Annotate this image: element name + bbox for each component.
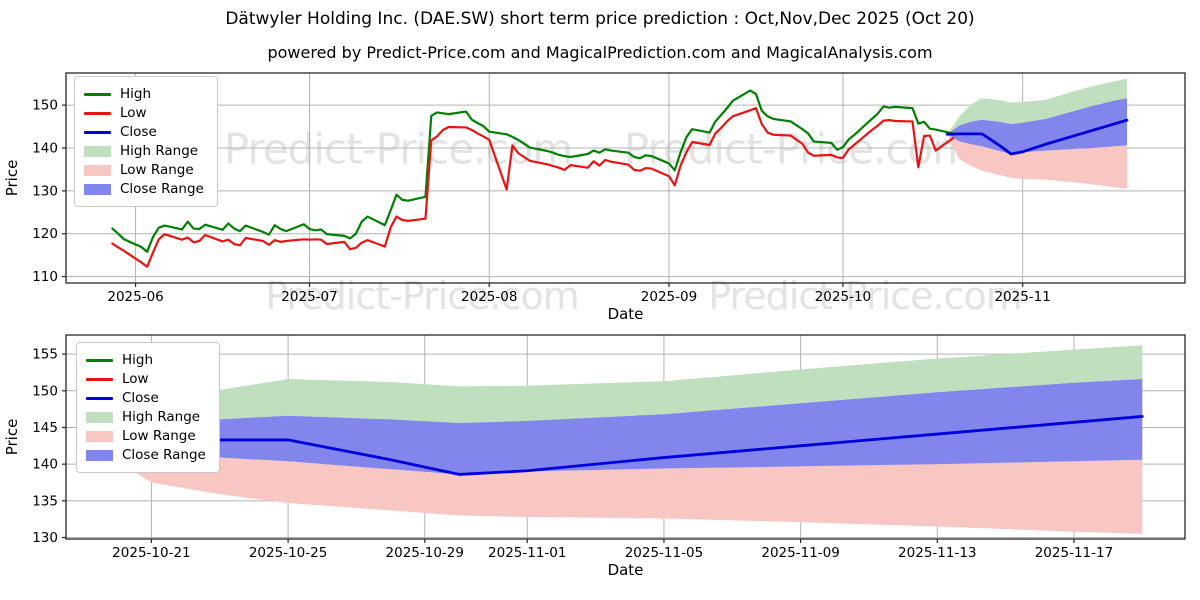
legend-line-sample [84, 92, 111, 96]
watermark-text: Predict-Price.com [265, 274, 580, 318]
svg-text:2025-11-17: 2025-11-17 [1035, 545, 1113, 561]
svg-text:130: 130 [32, 530, 58, 546]
svg-text:140: 140 [32, 141, 58, 157]
legend-item: Close [84, 124, 204, 140]
legend-label: High [122, 352, 154, 368]
legend-item: High [86, 352, 206, 368]
svg-text:Date: Date [608, 561, 644, 579]
chart-title: Dätwyler Holding Inc. (DAE.SW) short ter… [225, 9, 975, 29]
svg-text:2025-10: 2025-10 [815, 289, 871, 305]
legend-item: Low Range [86, 428, 206, 444]
chart-subtitle: powered by Predict-Price.com and Magical… [267, 43, 933, 62]
svg-text:155: 155 [32, 347, 58, 363]
svg-text:2025-11-13: 2025-11-13 [898, 545, 976, 561]
legend-line-sample [86, 377, 113, 381]
svg-text:2025-10-29: 2025-10-29 [386, 545, 464, 561]
svg-text:140: 140 [32, 457, 58, 473]
legend-top-chart: High Low Close High Range Low Range Close Ran… [74, 76, 218, 207]
legend-label: High Range [120, 143, 199, 159]
legend-patch-sample [84, 145, 111, 157]
legend-item: Close Range [84, 181, 204, 197]
legend-patch-sample [86, 449, 113, 461]
legend-label: Low Range [122, 428, 196, 444]
legend-label: Close Range [122, 447, 206, 463]
legend-label: Low [120, 105, 147, 121]
svg-text:Price: Price [3, 419, 21, 456]
legend-item: Low Range [84, 162, 204, 178]
svg-text:2025-08: 2025-08 [461, 289, 517, 305]
svg-text:Price: Price [3, 160, 21, 197]
legend-line-sample [84, 111, 111, 115]
legend-item: High Range [86, 409, 206, 425]
legend-line-sample [86, 358, 113, 362]
svg-text:130: 130 [32, 183, 58, 199]
svg-text:2025-07: 2025-07 [281, 289, 337, 305]
legend-item: High Range [84, 143, 204, 159]
svg-text:110: 110 [32, 269, 58, 285]
watermark-text: Predict-Price.com [708, 274, 1023, 318]
legend-item: High [84, 86, 204, 102]
legend-patch-sample [84, 183, 111, 195]
legend-patch-sample [84, 164, 111, 176]
legend-item: Low [84, 105, 204, 121]
svg-text:120: 120 [32, 226, 58, 242]
legend-line-sample [86, 396, 113, 400]
legend-item: Close Range [86, 447, 206, 463]
svg-text:2025-09: 2025-09 [641, 289, 697, 305]
svg-text:2025-11-09: 2025-11-09 [761, 545, 839, 561]
legend-patch-sample [86, 430, 113, 442]
legend-item: Low [86, 371, 206, 387]
svg-text:2025-11-01: 2025-11-01 [488, 545, 566, 561]
svg-text:2025-06: 2025-06 [107, 289, 163, 305]
legend-line-sample [84, 130, 111, 134]
legend-label: High Range [122, 409, 201, 425]
svg-text:2025-11: 2025-11 [994, 289, 1050, 305]
legend-patch-sample [86, 411, 113, 423]
svg-text:Date: Date [608, 305, 644, 323]
legend-label: Close [120, 124, 157, 140]
legend-label: Low [122, 371, 149, 387]
svg-text:2025-10-21: 2025-10-21 [112, 545, 190, 561]
svg-text:150: 150 [32, 383, 58, 399]
legend-item: Close [86, 390, 206, 406]
legend-label: Low Range [120, 162, 194, 178]
legend-bottom-chart: High Low Close High Range Low Range Close Ran… [76, 342, 220, 473]
svg-text:2025-10-25: 2025-10-25 [249, 545, 327, 561]
legend-label: High [120, 86, 152, 102]
legend-label: Close [122, 390, 159, 406]
svg-text:145: 145 [32, 420, 58, 436]
svg-text:2025-11-05: 2025-11-05 [625, 545, 703, 561]
legend-label: Close Range [120, 181, 204, 197]
svg-text:150: 150 [32, 98, 58, 114]
svg-text:135: 135 [32, 493, 58, 509]
